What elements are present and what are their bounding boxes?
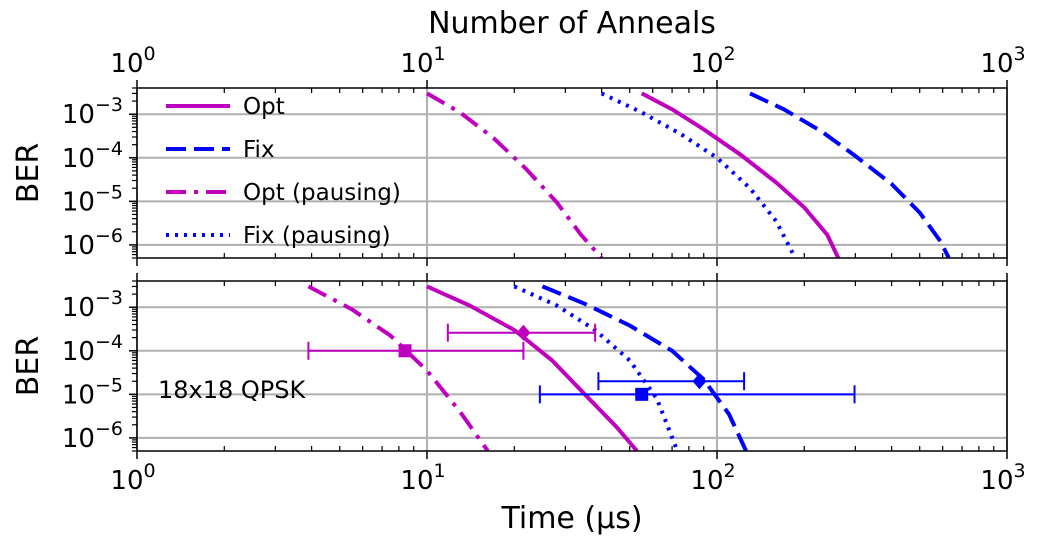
y-tick-label: 10−3 [62,94,123,130]
series-line-fix [749,91,951,258]
series-line-2 [307,284,490,451]
y-tick-label: 10−6 [62,418,123,454]
bottom-panel: 10−3 10−4 10−5 10−6 BER 100 101 102 103 Time (μs)… [11,273,1026,536]
data-point-diamond [516,324,531,341]
grid [136,88,1008,258]
series-line-0 [426,284,639,451]
y-tick-label: 10−5 [62,374,123,410]
x-tick-label: 103 [980,43,1025,79]
plot-frame [136,280,1008,452]
x-tick-label: 100 [110,460,155,496]
x-tick-label: 103 [980,460,1025,496]
x-tick-label: 100 [110,43,155,79]
series-group [307,284,748,451]
data-point-square [635,387,649,401]
legend-label: Opt [243,94,285,120]
x-tick-label: 101 [400,460,445,496]
series-line-opt-pausing [426,91,604,258]
y-axis-label: BER [11,336,46,396]
top-panel: 10−3 10−4 10−5 10−6 BER 100 101 102 103 Number of… [11,6,1026,266]
y-tick-label: 10−6 [62,225,123,261]
annotation-label: 18x18 QPSK [158,376,307,404]
y-tick-label: 10−5 [62,181,123,217]
ticks [129,273,1008,459]
series-line-opt [640,91,841,258]
y-axis-label: BER [11,143,46,203]
points-group [307,323,856,404]
y-tick-label: 10−4 [62,138,123,174]
y-tick-label: 10−4 [62,331,123,367]
legend-label: Opt (pausing) [243,180,401,206]
x-tick-label: 102 [690,43,735,79]
series-line-3 [513,284,680,451]
x-tick-label: 101 [400,43,445,79]
series-group [426,91,951,258]
legend-label: Fix [243,137,275,163]
ticks [129,80,1008,266]
series-line-1 [541,284,748,451]
y-tick-label: 10−3 [62,287,123,323]
data-point-square [398,344,412,358]
x-axis-label: Time (μs) [500,501,642,536]
grid [136,281,1008,451]
legend-label: Fix (pausing) [243,223,391,249]
data-point-diamond [692,373,707,390]
x-tick-label: 102 [690,460,735,496]
legend: Opt Fix Opt (pausing) Fix (pausing) [166,94,401,249]
top-x-axis-label: Number of Anneals [428,6,716,41]
plot-frame [136,87,1008,259]
